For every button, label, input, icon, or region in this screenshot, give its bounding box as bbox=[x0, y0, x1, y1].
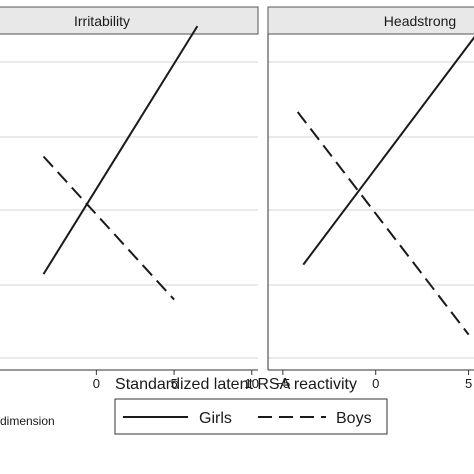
legend-label-boys: Boys bbox=[336, 410, 372, 427]
series-line-girls bbox=[302, 36, 474, 266]
x-tick-label: 5 bbox=[465, 376, 472, 391]
gridlines bbox=[268, 61, 474, 359]
legend: Girls Boys bbox=[114, 398, 388, 435]
x-tick-label: 0 bbox=[93, 376, 100, 391]
panel-title: Headstrong bbox=[384, 13, 456, 29]
plot-area bbox=[296, 36, 474, 336]
plot-area bbox=[42, 25, 199, 301]
panel-title: Irritability bbox=[74, 13, 130, 29]
legend-label-girls: Girls bbox=[199, 410, 232, 427]
series-line-girls bbox=[42, 25, 199, 275]
x-axis-ticks: 0 5 10 bbox=[93, 370, 259, 391]
x-tick-label: 10 bbox=[245, 376, 259, 391]
panel-headstrong: Headstrong −5 0 5 bbox=[267, 6, 474, 391]
x-tick-label: 5 bbox=[170, 376, 177, 391]
panel-irritability: Irritability 0 5 10 bbox=[0, 6, 259, 391]
panel-header bbox=[0, 6, 259, 35]
gridlines bbox=[0, 61, 258, 359]
series-line-boys bbox=[296, 111, 470, 336]
x-tick-label: −5 bbox=[275, 376, 290, 391]
panel-header bbox=[267, 6, 474, 35]
x-axis-ticks: −5 0 5 bbox=[275, 370, 472, 391]
x-tick-label: 0 bbox=[372, 376, 379, 391]
series-line-boys bbox=[42, 155, 175, 301]
note-text: dimension bbox=[0, 414, 55, 428]
x-axis-title: Standardized latent RSA reactivity bbox=[115, 376, 357, 393]
